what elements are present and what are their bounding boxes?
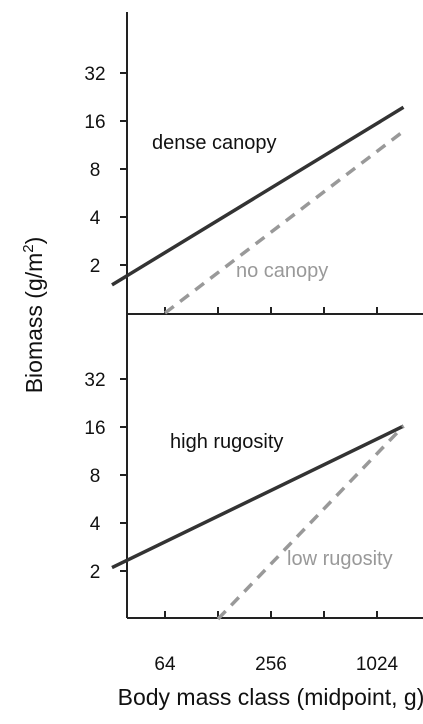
plot-frame bbox=[126, 12, 423, 619]
y-tick-label-panel2-32: 32 bbox=[84, 370, 105, 391]
y-axis-title-superscript: 2 bbox=[20, 244, 37, 252]
y-axis-title: Biomass (g/m2) bbox=[20, 237, 47, 394]
x-tick-label-256: 256 bbox=[255, 654, 287, 675]
series-line-low-rugosity bbox=[216, 424, 405, 621]
series-labels: dense canopy no canopy high rugosity low ru… bbox=[152, 132, 393, 570]
y-tick-label-panel1-2: 2 bbox=[90, 256, 101, 277]
y-tick-label-panel1-32: 32 bbox=[84, 64, 105, 85]
y-tick-label-panel1-4: 4 bbox=[90, 208, 101, 229]
series-line-no-canopy bbox=[163, 129, 405, 315]
series-lines bbox=[111, 105, 405, 621]
series-label-high-rugosity: high rugosity bbox=[170, 431, 283, 453]
series-line-high-rugosity bbox=[111, 424, 405, 570]
series-label-low-rugosity: low rugosity bbox=[287, 548, 393, 570]
y-tick-label-panel2-2: 2 bbox=[90, 562, 101, 583]
y-tick-label-panel2-16: 16 bbox=[84, 418, 105, 439]
series-line-dense-canopy bbox=[111, 105, 405, 287]
series-label-no-canopy: no canopy bbox=[236, 260, 328, 282]
x-tick-label-1024: 1024 bbox=[356, 654, 399, 675]
y-tick-label-panel2-8: 8 bbox=[90, 466, 101, 487]
y-tick-label-panel1-16: 16 bbox=[84, 112, 105, 133]
x-axis-title: Body mass class (midpoint, g) bbox=[118, 684, 423, 710]
ticks: 2 4 8 16 32 2 4 8 16 32 64 256 1024 bbox=[84, 64, 398, 675]
y-tick-label-panel1-8: 8 bbox=[90, 160, 101, 181]
series-label-dense-canopy: dense canopy bbox=[152, 132, 277, 154]
x-tick-label-64: 64 bbox=[154, 654, 176, 675]
y-tick-label-panel2-4: 4 bbox=[90, 514, 101, 535]
